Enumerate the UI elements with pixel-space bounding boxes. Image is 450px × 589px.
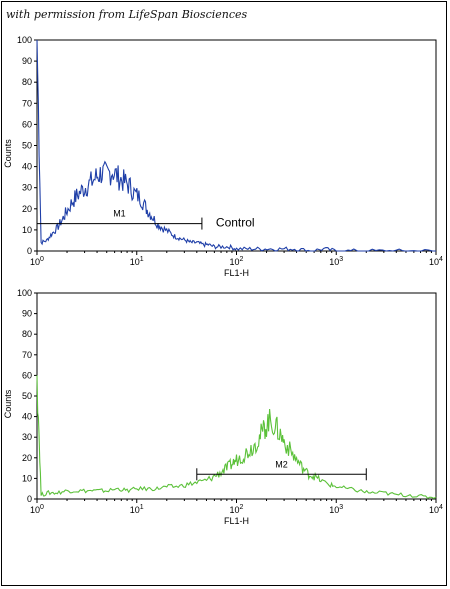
y-tick-label: 60	[22, 370, 32, 380]
y-tick-label: 90	[22, 56, 32, 66]
y-tick-label: 20	[22, 453, 32, 463]
x-tick-label: 104	[429, 504, 443, 515]
y-tick-label: 0	[27, 494, 32, 504]
x-tick-label: 103	[329, 256, 343, 267]
y-axis-title: Counts	[3, 389, 13, 418]
y-tick-label: 70	[22, 350, 32, 360]
y-tick-label: 30	[22, 183, 32, 193]
y-tick-label: 90	[22, 309, 32, 319]
histogram-panel-1: 0 10 20 30 40 50 60 70 80 90 100 100 101 102 103 104 Cou…	[3, 35, 443, 278]
y-tick-label: 60	[22, 119, 32, 129]
y-tick-label: 50	[22, 391, 32, 401]
y-tick-label: 10	[22, 225, 32, 235]
histogram-panel-2: 0 10 20 30 40 50 60 70 80 90 100 100 101 102 103 104 Cou…	[3, 288, 443, 526]
marker-label: M1	[113, 209, 126, 219]
y-tick-label: 50	[22, 141, 32, 151]
y-tick-label: 10	[22, 473, 32, 483]
credit-caption: with permission from LifeSpan Bioscience…	[6, 8, 248, 21]
y-tick-label: 30	[22, 432, 32, 442]
y-tick-label: 80	[22, 329, 32, 339]
x-axis-title: FL1-H	[224, 268, 249, 278]
x-tick-label: 102	[230, 256, 244, 267]
x-tick-label: 101	[130, 504, 144, 515]
y-tick-label: 40	[22, 162, 32, 172]
y-tick-label: 20	[22, 204, 32, 214]
y-tick-label: 70	[22, 98, 32, 108]
x-tick-label: 103	[329, 504, 343, 515]
x-tick-label: 100	[30, 504, 44, 515]
y-tick-label: 100	[17, 35, 32, 45]
histogram-line	[36, 39, 437, 252]
histogram-line	[36, 375, 437, 500]
y-tick-label: 40	[22, 412, 32, 422]
y-tick-label: 100	[17, 288, 32, 298]
x-tick-label: 102	[230, 504, 244, 515]
annotation-label: Control	[216, 216, 255, 230]
x-tick-label: 104	[429, 256, 443, 267]
x-axis-title: FL1-H	[224, 516, 249, 526]
x-tick-label: 101	[130, 256, 144, 267]
plot-area-border	[36, 292, 437, 500]
x-tick-label: 100	[30, 256, 44, 267]
marker-label: M2	[275, 459, 288, 469]
y-axis-title: Counts	[3, 139, 13, 168]
y-tick-label: 80	[22, 77, 32, 87]
y-tick-label: 0	[27, 246, 32, 256]
